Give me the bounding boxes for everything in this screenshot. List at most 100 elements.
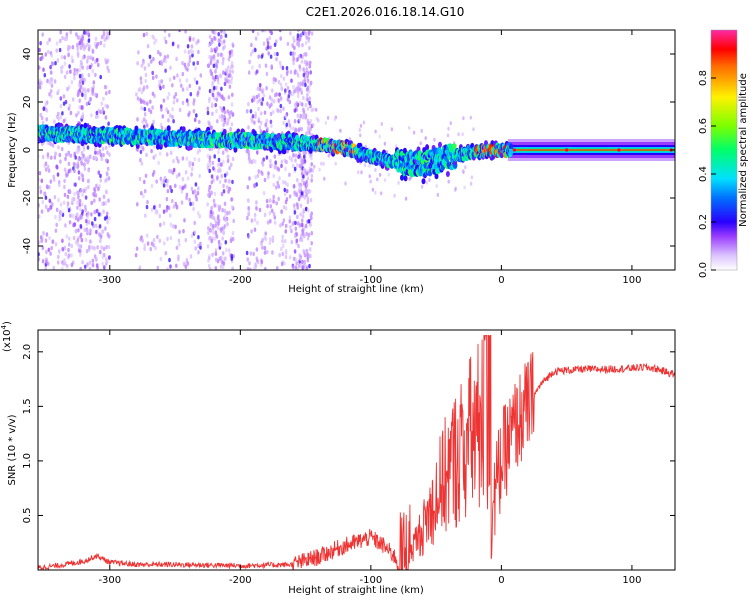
spectrogram-noise-dot xyxy=(95,44,98,49)
spectrogram-noise-dot xyxy=(86,156,90,161)
spectrogram-noise-dot xyxy=(95,110,99,116)
spectrogram-noise-dot xyxy=(216,91,220,96)
spectrogram-noise-dot xyxy=(94,36,98,42)
spectrogram-x-label: Height of straight line (km) xyxy=(288,284,424,295)
spectrogram-noise-dot xyxy=(285,66,289,71)
spectrogram-noise-dot xyxy=(73,191,76,197)
spectrogram-noise-dot xyxy=(85,218,88,224)
spectrogram-noise-dot xyxy=(63,184,66,190)
spectrogram-noise-dot xyxy=(94,223,98,228)
spectrogram-noise-dot xyxy=(38,47,41,53)
spectrogram-noise-dot xyxy=(86,30,90,35)
spectrogram-noise-dot xyxy=(359,133,362,138)
spectrogram-noise-dot xyxy=(92,191,95,197)
spectrogram-noise-dot xyxy=(209,41,213,46)
spectrogram-noise-dot xyxy=(149,99,152,104)
spectrogram-noise-dot xyxy=(104,60,108,65)
spectrogram-noise-dot xyxy=(77,110,80,116)
spectrogram-noise-dot xyxy=(216,119,219,124)
spectrogram-noise-dot xyxy=(284,206,288,211)
spectrogram-noise-dot xyxy=(86,214,89,219)
spectrogram-noise-dot xyxy=(43,191,46,196)
spectrogram-noise-dot xyxy=(209,59,213,64)
spectrogram-noise-dot xyxy=(245,250,249,256)
spectrogram-noise-dot xyxy=(231,156,235,162)
spectrogram-noise-dot xyxy=(231,179,234,185)
spectrogram-noise-dot xyxy=(250,229,253,234)
spectrogram-noise-dot xyxy=(216,59,219,64)
spectrogram-noise-dot xyxy=(175,56,178,62)
spectrogram-noise-dot xyxy=(59,115,63,120)
spectrogram-noise-dot xyxy=(172,75,176,81)
spectrogram-noise-dot xyxy=(88,260,92,265)
spectrogram-noise-dot xyxy=(212,215,215,221)
spectrogram-noise-dot xyxy=(269,119,273,125)
spectrogram-noise-dot xyxy=(44,195,48,200)
spectrogram-noise-dot xyxy=(97,212,101,217)
spectrogram-noise-dot xyxy=(397,180,400,185)
spectrogram-noise-dot xyxy=(99,74,102,80)
spectrogram-noise-dot xyxy=(69,69,72,74)
x-tick-label: -100 xyxy=(360,575,383,586)
spectrogram-noise-dot xyxy=(326,115,330,120)
spectrogram-noise-dot xyxy=(72,223,75,228)
colorbar-tick-label: 0.4 xyxy=(698,166,709,182)
spectrogram-noise-dot xyxy=(83,30,86,35)
spectrogram-noise-dot xyxy=(469,115,472,120)
spectrogram-noise-dot xyxy=(176,44,180,49)
spectrogram-noise-dot xyxy=(81,156,84,161)
spectrogram-noise-dot xyxy=(70,253,73,258)
spectrogram-noise-dot xyxy=(160,180,164,185)
spectrogram-noise-dot xyxy=(208,168,211,174)
spectrogram-noise-dot xyxy=(279,96,283,101)
spectrogram-noise-dot xyxy=(102,152,105,158)
spectrogram-noise-dot xyxy=(297,154,300,160)
spectrogram-noise-dot xyxy=(91,91,94,97)
spectrogram-noise-dot xyxy=(65,152,68,158)
spectrogram-noise-dot xyxy=(293,233,297,239)
spectrogram-noise-dot xyxy=(178,185,182,190)
spectrogram-ridge-halo xyxy=(233,146,238,153)
spectrogram-band-dot xyxy=(565,148,569,152)
spectrogram-noise-dot xyxy=(215,85,218,91)
spectrogram-noise-dot xyxy=(84,96,87,101)
spectrogram-noise-dot xyxy=(333,117,337,121)
spectrogram-noise-dot xyxy=(145,123,149,128)
spectrogram-noise-dot xyxy=(210,190,213,195)
spectrogram-noise-dot xyxy=(157,50,160,55)
spectrogram-noise-dot xyxy=(107,68,110,74)
spectrogram-noise-dot xyxy=(221,251,225,256)
spectrogram-noise-dot xyxy=(39,41,42,46)
spectrogram-noise-dot xyxy=(91,56,95,61)
spectrogram-noise-dot xyxy=(170,188,173,194)
spectrogram-noise-dot xyxy=(246,215,249,221)
spectrogram-noise-dot xyxy=(263,110,267,115)
spectrogram-noise-dot xyxy=(47,185,51,190)
spectrogram-noise-dot xyxy=(283,239,287,244)
spectrogram-noise-dot xyxy=(289,31,292,36)
spectrogram-ridge-halo xyxy=(222,128,227,135)
spectrogram-noise-dot xyxy=(249,251,253,256)
spectrogram-noise-dot xyxy=(79,224,83,229)
spectrogram-noise-dot xyxy=(79,59,83,65)
spectrogram-noise-dot xyxy=(270,123,273,129)
spectrogram-noise-dot xyxy=(248,158,252,163)
spectrogram-noise-dot xyxy=(221,150,225,155)
spectrogram-noise-dot xyxy=(68,188,71,194)
spectrogram-noise-dot xyxy=(212,85,216,91)
spectrogram-noise-dot xyxy=(86,59,89,64)
spectrogram-noise-dot xyxy=(77,157,80,162)
spectrogram-noise-dot xyxy=(135,246,139,251)
spectrogram-noise-dot xyxy=(81,173,84,179)
spectrogram-noise-dot xyxy=(60,146,64,152)
spectrogram-noise-dot xyxy=(253,183,256,189)
spectrogram-noise-dot xyxy=(271,238,275,243)
snr-y-ticks: 0.51.01.52.0 xyxy=(22,344,675,523)
spectrogram-noise-dot xyxy=(165,182,169,188)
spectrogram-noise-dot xyxy=(222,183,225,189)
spectrogram-noise-dot xyxy=(74,216,78,221)
spectrogram-noise-dot xyxy=(251,65,254,70)
spectrogram-noise-dot xyxy=(83,227,87,233)
spectrogram-noise-dot xyxy=(279,103,283,109)
spectrogram-noise-dot xyxy=(143,106,147,112)
